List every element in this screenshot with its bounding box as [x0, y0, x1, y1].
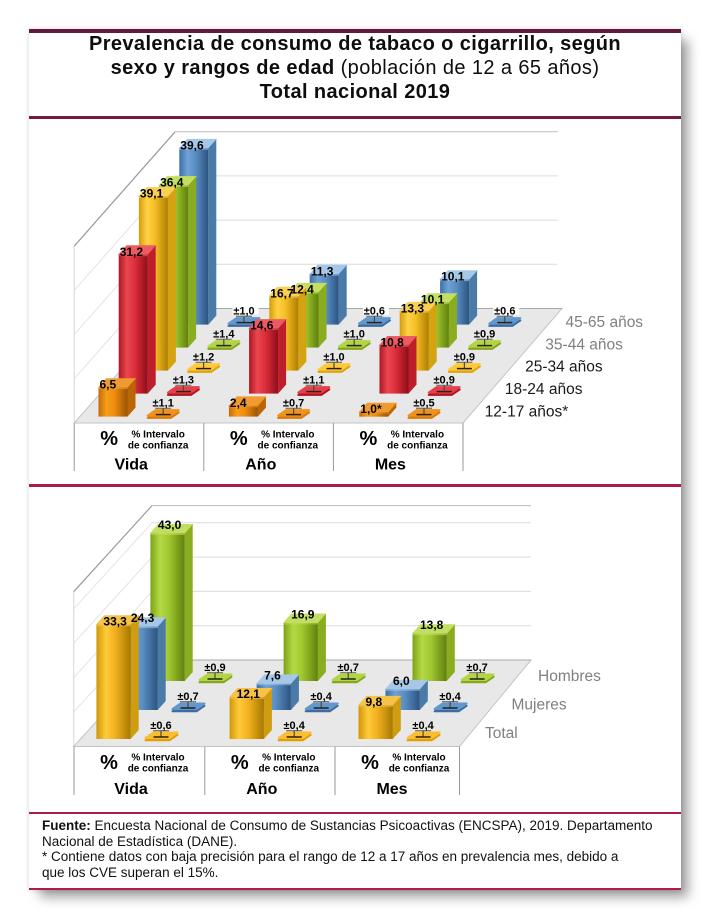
svg-text:35-44 años: 35-44 años	[545, 336, 623, 353]
svg-text:±0,9: ±0,9	[454, 352, 475, 364]
svg-text:±1,0: ±1,0	[344, 329, 365, 341]
svg-text:±1,1: ±1,1	[153, 398, 174, 410]
svg-text:Año: Año	[246, 781, 277, 798]
svg-text:2,4: 2,4	[230, 396, 247, 410]
svg-text:13,3: 13,3	[401, 301, 425, 315]
svg-text:%: %	[361, 752, 379, 774]
svg-text:% Intervalo: % Intervalo	[131, 753, 184, 764]
svg-text:±0,6: ±0,6	[150, 720, 171, 732]
svg-text:%: %	[100, 752, 118, 774]
svg-text:12-17 años*: 12-17 años*	[485, 404, 569, 421]
svg-text:±0,4: ±0,4	[412, 720, 434, 732]
svg-text:de confianza: de confianza	[128, 441, 189, 452]
svg-text:±1,3: ±1,3	[173, 375, 194, 387]
svg-text:±0,6: ±0,6	[494, 306, 515, 318]
svg-text:% Intervalo: % Intervalo	[132, 430, 185, 441]
svg-text:Vida: Vida	[114, 781, 148, 798]
svg-text:7,6: 7,6	[264, 668, 281, 682]
svg-text:de confianza: de confianza	[258, 441, 319, 452]
svg-text:% Intervalo: % Intervalo	[391, 430, 444, 441]
svg-text:±0,7: ±0,7	[338, 662, 359, 674]
svg-text:Año: Año	[245, 457, 276, 474]
svg-text:6,0: 6,0	[393, 674, 410, 688]
svg-text:de confianza: de confianza	[389, 764, 450, 775]
svg-text:±1,0: ±1,0	[323, 352, 344, 364]
svg-text:12,4: 12,4	[291, 282, 315, 296]
svg-text:39,1: 39,1	[140, 187, 164, 201]
svg-text:% Intervalo: % Intervalo	[262, 753, 315, 764]
svg-text:±1,0: ±1,0	[233, 306, 254, 318]
svg-text:14,6: 14,6	[250, 319, 274, 333]
svg-text:43,0: 43,0	[158, 518, 182, 532]
svg-text:Mes: Mes	[376, 781, 407, 798]
svg-text:1,0*: 1,0*	[360, 402, 382, 416]
svg-text:31,2: 31,2	[120, 245, 144, 259]
svg-text:±1,2: ±1,2	[193, 352, 214, 364]
svg-text:±0,4: ±0,4	[439, 691, 461, 703]
svg-text:18-24 años: 18-24 años	[505, 381, 583, 398]
svg-text:9,8: 9,8	[366, 695, 383, 709]
svg-text:10,1: 10,1	[421, 293, 445, 307]
svg-text:16,9: 16,9	[291, 608, 315, 622]
svg-text:±0,9: ±0,9	[474, 329, 495, 341]
svg-text:±0,7: ±0,7	[283, 398, 304, 410]
svg-text:%: %	[231, 752, 249, 774]
svg-text:10,1: 10,1	[441, 270, 465, 284]
svg-text:±0,4: ±0,4	[284, 720, 306, 732]
svg-text:±0,6: ±0,6	[364, 306, 385, 318]
svg-text:25-34 años: 25-34 años	[525, 359, 603, 376]
svg-text:%: %	[230, 428, 248, 450]
svg-text:de confianza: de confianza	[387, 441, 448, 452]
svg-text:±0,4: ±0,4	[311, 691, 333, 703]
svg-text:±0,7: ±0,7	[466, 662, 487, 674]
svg-text:6,5: 6,5	[100, 378, 117, 392]
svg-text:±0,7: ±0,7	[177, 691, 198, 703]
svg-text:de confianza: de confianza	[128, 764, 189, 775]
svg-text:Vida: Vida	[114, 457, 148, 474]
svg-text:16,7: 16,7	[270, 286, 294, 300]
svg-text:%: %	[100, 428, 118, 450]
svg-text:13,8: 13,8	[420, 618, 444, 632]
svg-text:Mes: Mes	[375, 457, 406, 474]
svg-text:10,8: 10,8	[381, 336, 405, 350]
svg-text:12,1: 12,1	[237, 687, 261, 701]
svg-text:33,3: 33,3	[103, 614, 127, 628]
svg-text:45-65 años: 45-65 años	[566, 314, 644, 331]
svg-text:39,6: 39,6	[180, 138, 204, 152]
svg-text:Total: Total	[485, 725, 518, 742]
svg-text:±0,9: ±0,9	[434, 375, 455, 387]
svg-text:Mujeres: Mujeres	[512, 697, 567, 714]
svg-text:Hombres: Hombres	[538, 668, 601, 685]
svg-text:±0,5: ±0,5	[413, 398, 434, 410]
svg-text:% Intervalo: % Intervalo	[261, 430, 314, 441]
svg-text:11,3: 11,3	[311, 264, 334, 278]
svg-text:24,3: 24,3	[131, 611, 155, 625]
svg-text:36,4: 36,4	[160, 176, 184, 190]
svg-text:%: %	[360, 428, 378, 450]
svg-text:±1,1: ±1,1	[303, 375, 324, 387]
svg-text:de confianza: de confianza	[259, 764, 320, 775]
svg-text:% Intervalo: % Intervalo	[392, 753, 445, 764]
svg-text:±0,9: ±0,9	[204, 662, 225, 674]
svg-text:±1,4: ±1,4	[213, 329, 235, 341]
